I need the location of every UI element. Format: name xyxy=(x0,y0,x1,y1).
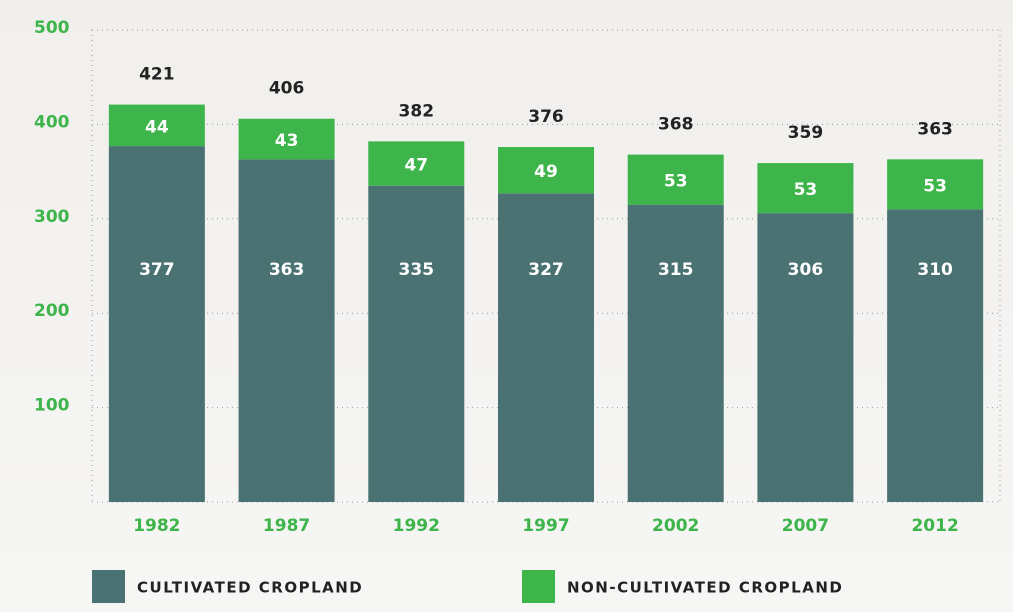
value-label: 44 xyxy=(145,117,169,137)
legend-swatch xyxy=(92,570,125,603)
total-label: 368 xyxy=(658,115,694,135)
x-tick-label: 2002 xyxy=(652,516,699,536)
bar-segment xyxy=(108,146,205,502)
legend-label: NON-CULTIVATED CROPLAND xyxy=(567,579,843,597)
bar-segment xyxy=(108,104,205,147)
bar-segment xyxy=(887,159,984,210)
value-label: 315 xyxy=(658,260,694,280)
bar-segment xyxy=(757,213,854,503)
value-label: 306 xyxy=(788,260,824,280)
value-label: 327 xyxy=(528,260,564,280)
total-label: 363 xyxy=(917,119,953,139)
total-label: 376 xyxy=(528,107,564,127)
bar-segment xyxy=(498,193,594,502)
bar-segment xyxy=(757,163,854,214)
value-label: 377 xyxy=(139,260,175,280)
bar-segment xyxy=(498,147,594,194)
value-label: 335 xyxy=(399,260,435,280)
total-label: 359 xyxy=(788,123,824,143)
value-label: 53 xyxy=(794,180,818,200)
y-tick-label: 100 xyxy=(34,396,70,416)
bar-segment xyxy=(368,141,465,186)
value-label: 49 xyxy=(534,162,558,182)
value-label: 310 xyxy=(917,260,953,280)
total-label: 382 xyxy=(399,101,435,121)
legend-label: CULTIVATED CROPLAND xyxy=(137,579,363,597)
bar-segment xyxy=(627,154,724,205)
total-label: 406 xyxy=(269,79,305,99)
bar-segment xyxy=(238,118,335,160)
bar-segment xyxy=(238,159,335,502)
x-tick-label: 1982 xyxy=(133,516,180,536)
bar-segment xyxy=(887,209,984,503)
y-tick-label: 300 xyxy=(34,207,70,227)
y-tick-label: 400 xyxy=(34,112,70,132)
value-label: 43 xyxy=(275,131,299,151)
x-tick-label: 1997 xyxy=(522,516,569,536)
value-label: 53 xyxy=(664,172,688,192)
x-tick-label: 2012 xyxy=(911,516,958,536)
value-label: 53 xyxy=(923,176,947,196)
bar-segment xyxy=(368,185,465,502)
bar-segment xyxy=(627,204,724,502)
y-tick-label: 200 xyxy=(34,301,70,321)
x-tick-label: 1992 xyxy=(393,516,440,536)
x-tick-label: 2007 xyxy=(782,516,829,536)
value-label: 363 xyxy=(269,260,305,280)
legend-swatch xyxy=(522,570,555,603)
y-tick-label: 500 xyxy=(34,18,70,38)
total-label: 421 xyxy=(139,65,175,85)
x-tick-label: 1987 xyxy=(263,516,310,536)
value-label: 47 xyxy=(404,156,428,176)
